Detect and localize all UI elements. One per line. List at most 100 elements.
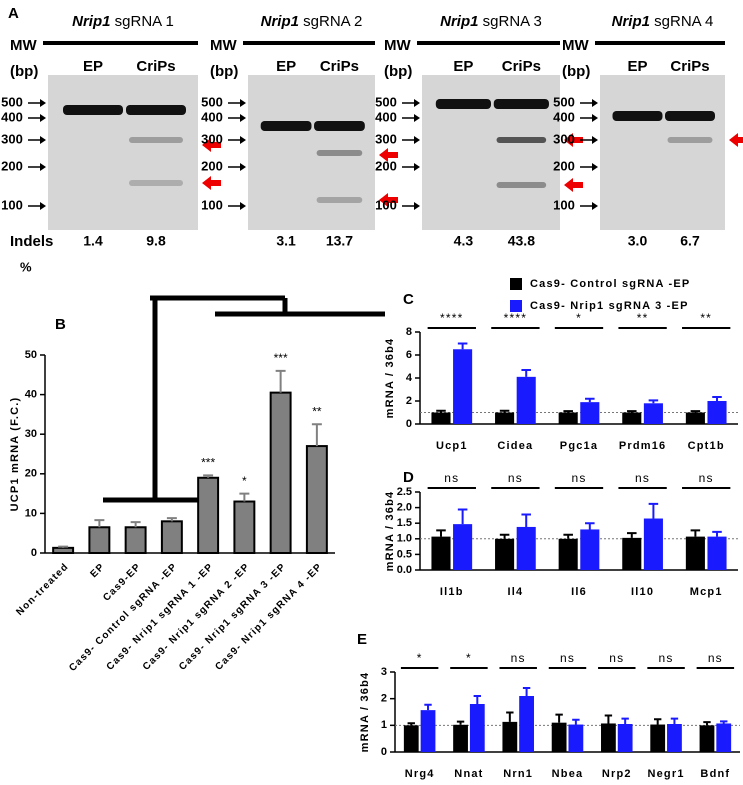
bar bbox=[558, 412, 578, 424]
bp-label: (bp) bbox=[10, 63, 38, 80]
x-tick-label: Il1b bbox=[440, 586, 464, 598]
bar bbox=[124, 526, 147, 555]
indel-value: 43.8 bbox=[508, 233, 535, 249]
x-tick-label: Cpt1b bbox=[688, 440, 725, 452]
arrow-head bbox=[240, 202, 246, 210]
error-bar bbox=[457, 342, 468, 350]
bar bbox=[305, 445, 328, 554]
significance-label: *** bbox=[274, 351, 288, 365]
bp-label: (bp) bbox=[562, 63, 590, 80]
error-bar bbox=[563, 533, 573, 539]
bar bbox=[707, 536, 727, 570]
lane-label: EP bbox=[276, 58, 296, 75]
error-bar bbox=[648, 399, 659, 404]
percent-label: % bbox=[20, 259, 32, 274]
bar bbox=[197, 476, 220, 555]
error-bar bbox=[585, 397, 595, 403]
error-bar bbox=[521, 368, 531, 377]
error-bar bbox=[712, 530, 722, 537]
arrow-head bbox=[40, 136, 46, 144]
bar bbox=[453, 524, 473, 570]
bar bbox=[469, 704, 485, 752]
error-bar bbox=[94, 519, 105, 528]
gel-band bbox=[129, 137, 183, 143]
x-tick-label: Pgc1a bbox=[560, 440, 598, 452]
red-arrow bbox=[202, 176, 221, 190]
significance-label: * bbox=[576, 311, 582, 325]
indel-value: 9.8 bbox=[146, 233, 166, 249]
guide-name: sgRNA 1 bbox=[115, 13, 174, 30]
bar bbox=[495, 412, 515, 424]
y-tick-label: 6 bbox=[406, 349, 412, 361]
bar bbox=[403, 725, 419, 752]
guide-name: sgRNA 3 bbox=[483, 13, 542, 30]
x-tick-label: Nnat bbox=[454, 768, 483, 780]
y-tick-label: 30 bbox=[25, 428, 37, 440]
marker-label: 500 bbox=[375, 94, 397, 109]
y-tick-label: 10 bbox=[25, 507, 37, 519]
bar bbox=[88, 526, 111, 555]
x-tick-label: Negr1 bbox=[647, 768, 684, 780]
y-axis-label: mRNA / 36b4 bbox=[384, 491, 396, 572]
significance-label: ns bbox=[609, 651, 624, 665]
arrow-head bbox=[592, 114, 598, 122]
bar bbox=[420, 710, 436, 752]
error-bar bbox=[239, 492, 250, 502]
x-tick-label: Il4 bbox=[507, 586, 523, 598]
bar bbox=[516, 376, 536, 424]
y-axis-label: mRNA / 36b4 bbox=[384, 338, 396, 419]
bar bbox=[601, 723, 616, 752]
bar bbox=[707, 401, 727, 424]
bar bbox=[431, 412, 451, 424]
panel-letter: E bbox=[357, 631, 367, 648]
gel-band bbox=[63, 105, 123, 115]
error-bar bbox=[456, 720, 465, 725]
x-tick-label: Bdnf bbox=[700, 768, 730, 780]
bar bbox=[160, 520, 183, 555]
gel-band bbox=[493, 99, 549, 109]
arrow-head bbox=[240, 99, 246, 107]
error-bar bbox=[506, 711, 514, 722]
x-tick-label: Prdm16 bbox=[619, 440, 667, 452]
marker-label: 300 bbox=[553, 131, 575, 146]
indels-label: Indels bbox=[10, 233, 53, 250]
lane-label: CriPs bbox=[502, 58, 541, 75]
error-bar bbox=[712, 395, 722, 401]
significance-label: * bbox=[417, 651, 423, 665]
gel-title: Nrip1 sgRNA 2 bbox=[261, 13, 363, 30]
error-bar bbox=[555, 713, 563, 723]
arrow-head bbox=[414, 163, 420, 171]
significance-label: ** bbox=[700, 311, 712, 325]
bar bbox=[580, 402, 600, 424]
y-tick-label: 3 bbox=[381, 666, 387, 678]
significance-label: **** bbox=[504, 311, 527, 325]
arrow-head bbox=[40, 163, 46, 171]
gel-title: Nrip1 sgRNA 4 bbox=[612, 13, 714, 30]
gene-name: Nrip1 bbox=[72, 13, 110, 30]
indel-value: 4.3 bbox=[454, 233, 474, 249]
bar bbox=[667, 724, 682, 752]
marker-label: 400 bbox=[1, 109, 23, 124]
y-axis-label: UCP1 mRNA (F.C.) bbox=[9, 397, 21, 512]
bar bbox=[551, 722, 567, 752]
y-tick-label: 2 bbox=[406, 395, 412, 407]
error-bar bbox=[473, 695, 482, 704]
x-tick-label: Nbea bbox=[552, 768, 584, 780]
gel-band bbox=[665, 111, 715, 121]
significance-label: **** bbox=[440, 311, 463, 325]
panel-letter: D bbox=[403, 469, 414, 486]
bar bbox=[431, 536, 451, 570]
significance-label: ns bbox=[635, 471, 650, 485]
x-tick-label: Nrp2 bbox=[602, 768, 632, 780]
marker-label: 300 bbox=[375, 131, 397, 146]
marker-label: 100 bbox=[1, 197, 23, 212]
gel-band bbox=[126, 105, 186, 115]
error-bar bbox=[522, 687, 531, 696]
significance-label: ns bbox=[571, 471, 586, 485]
gel-band bbox=[496, 182, 547, 188]
significance-label: * bbox=[466, 651, 472, 665]
red-arrow bbox=[564, 133, 583, 147]
gel-band bbox=[667, 137, 713, 143]
y-tick-label: 0 bbox=[31, 547, 37, 559]
